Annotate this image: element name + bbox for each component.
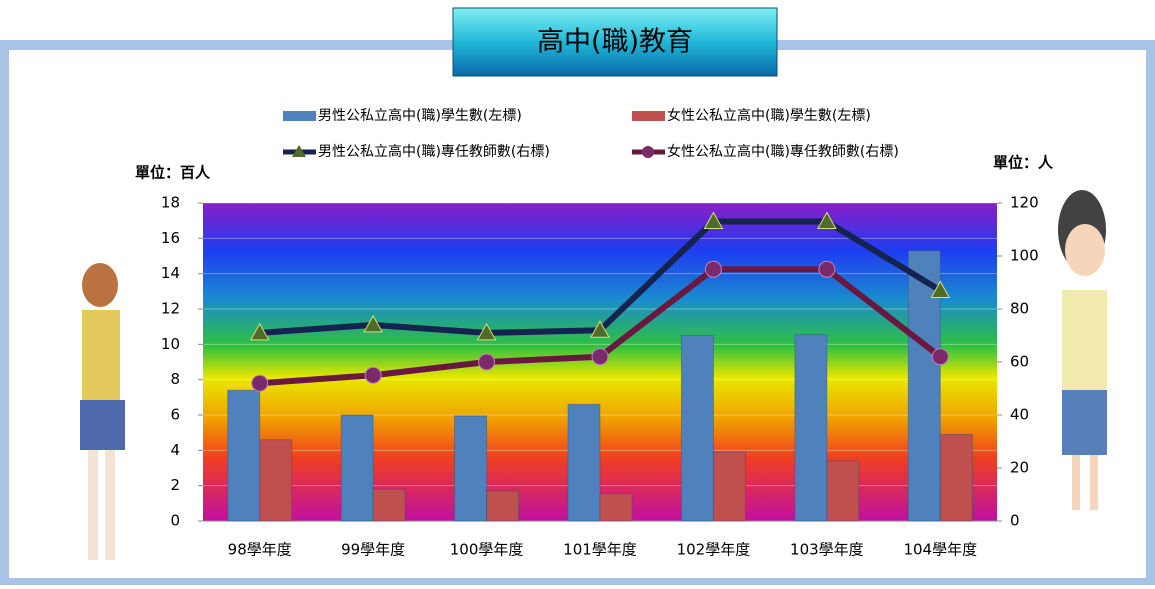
y2-tick-label: 100 (1010, 247, 1039, 265)
y-tick-label: 18 (161, 194, 180, 212)
y2-tick-label: 0 (1010, 512, 1020, 530)
marker (931, 348, 949, 366)
y-unit: 單位：百人 (135, 164, 211, 182)
y-tick-label: 16 (161, 229, 180, 247)
y-tick-label: 4 (170, 441, 180, 459)
y-tick-label: 0 (170, 512, 180, 530)
marker (476, 322, 497, 341)
bar (227, 389, 261, 522)
bar (794, 334, 828, 522)
bar (712, 451, 746, 522)
y-tick-label: 6 (170, 406, 180, 424)
left-figure (80, 263, 125, 560)
y2-tick-label: 120 (1010, 194, 1039, 212)
bar (259, 439, 293, 522)
y-tick-label: 14 (161, 264, 180, 282)
legend-label: 女性公私立高中(職)專任教師數(右標) (667, 143, 899, 160)
legend-label: 男性公私立高中(職)學生數(左標) (318, 107, 522, 124)
x-tick-label: 103學年度 (790, 541, 864, 559)
marker (363, 314, 383, 333)
marker (930, 280, 951, 298)
x-tick-label: 102學年度 (677, 541, 751, 559)
marker (818, 260, 836, 278)
title-box (452, 7, 778, 77)
legend-swatch (632, 111, 665, 121)
x-tick-label: 98學年度 (228, 541, 292, 559)
marker (249, 322, 270, 341)
legend-label: 男性公私立高中(職)專任教師數(右標) (318, 143, 550, 160)
y-tick-label: 2 (170, 476, 180, 494)
y2-unit: 單位：人 (993, 154, 1054, 172)
y2-tick-label: 60 (1010, 353, 1029, 371)
y-tick-label: 12 (161, 300, 180, 318)
y2-tick-label: 80 (1010, 300, 1029, 318)
bar (826, 460, 860, 522)
legend-marker (642, 146, 654, 158)
y2-tick-label: 20 (1010, 459, 1029, 477)
marker (478, 353, 496, 371)
marker (817, 211, 837, 230)
y-tick-label: 10 (161, 335, 180, 353)
marker (591, 348, 609, 366)
bar (486, 490, 520, 522)
bar (939, 433, 973, 522)
x-tick-label: 99學年度 (341, 541, 405, 559)
bar (599, 493, 633, 522)
marker (590, 320, 610, 338)
marker (364, 366, 382, 384)
y-tick-label: 8 (170, 370, 180, 388)
bar (372, 488, 406, 522)
bar (680, 335, 714, 522)
x-tick-label: 104學年度 (903, 541, 977, 559)
bar (340, 414, 374, 522)
marker (704, 260, 722, 278)
x-tick-label: 101學年度 (563, 541, 637, 559)
legend-swatch (283, 111, 316, 121)
x-tick-label: 100學年度 (450, 541, 524, 559)
right-figure (1058, 190, 1107, 510)
legend-label: 女性公私立高中(職)學生數(左標) (667, 107, 871, 124)
y2-tick-label: 40 (1010, 406, 1029, 424)
marker (703, 211, 724, 230)
chart-title: 高中(職)教育 (537, 27, 693, 58)
marker (251, 374, 269, 392)
bar (454, 415, 488, 522)
bar (567, 403, 601, 522)
legend-marker (292, 145, 306, 157)
